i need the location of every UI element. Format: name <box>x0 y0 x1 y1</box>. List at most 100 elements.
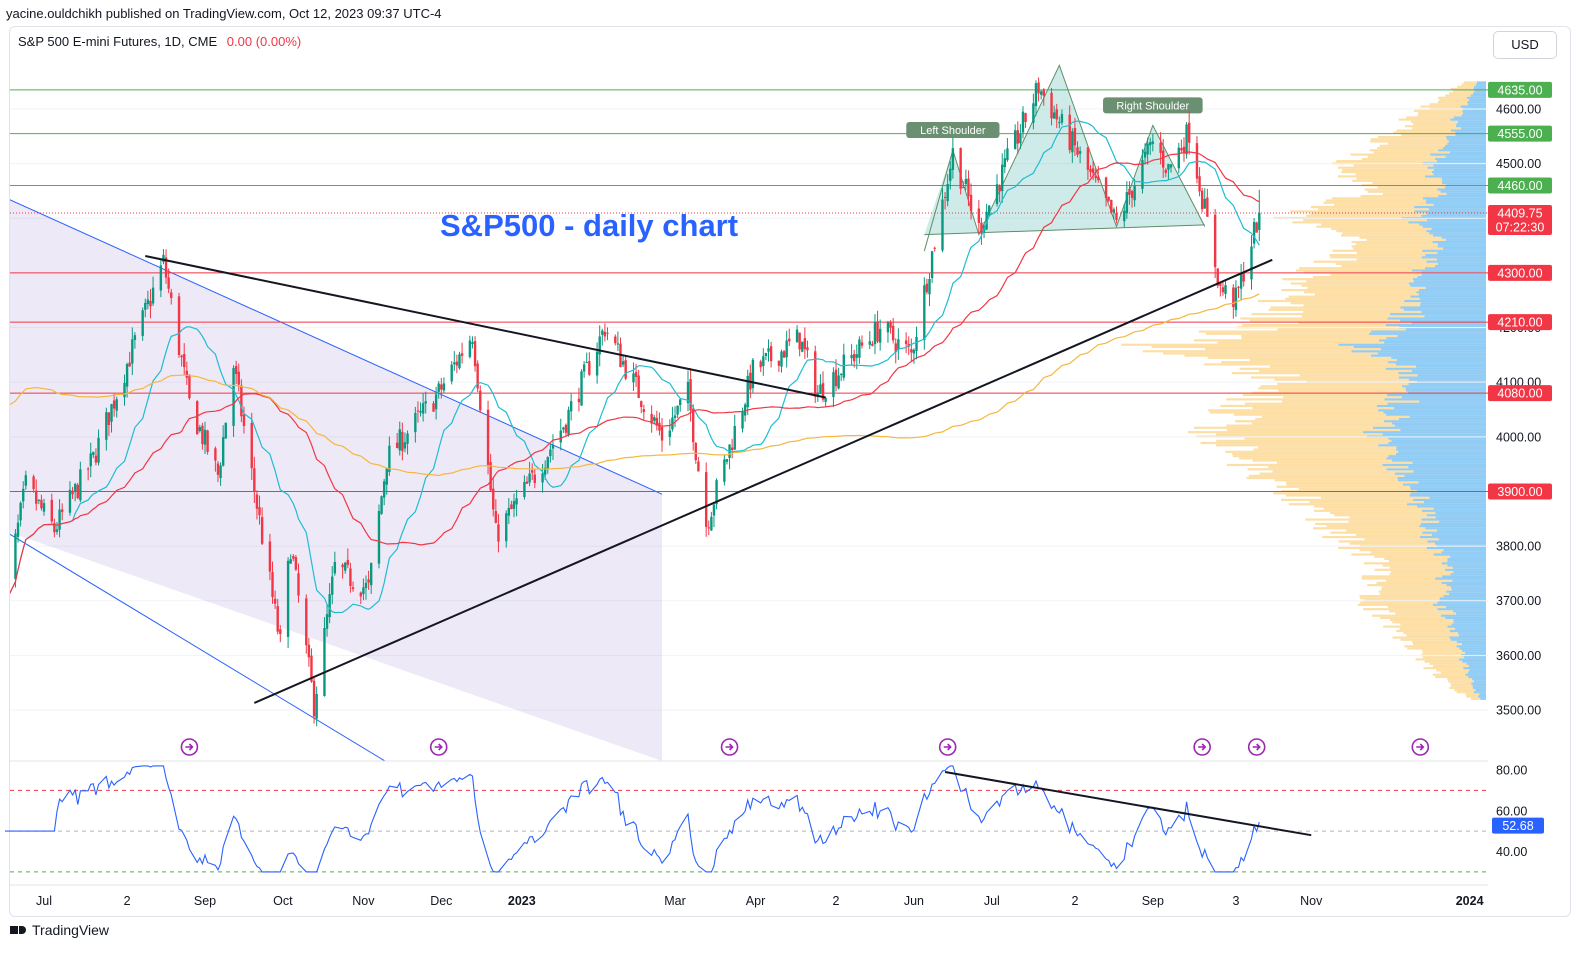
candle-body <box>962 187 965 189</box>
volume-profile-down-bar <box>1456 691 1474 694</box>
volume-profile-down-bar <box>1429 103 1468 106</box>
candle-body <box>803 338 807 350</box>
candle-body <box>1123 210 1126 222</box>
volume-profile-up-bar <box>1429 232 1486 235</box>
volume-profile-up-bar <box>1442 179 1486 182</box>
volume-profile-down-bar <box>1341 170 1432 174</box>
volume-profile-down-bar <box>1303 310 1422 314</box>
volume-profile-down-bar <box>1323 507 1434 510</box>
candle-body <box>668 430 672 438</box>
volume-profile-down-bar <box>1450 87 1474 91</box>
volume-profile-up-bar <box>1422 225 1486 228</box>
volume-profile-down-bar <box>1451 684 1473 687</box>
candle-body <box>741 411 744 429</box>
volume-profile-up-bar <box>1398 479 1486 482</box>
volume-profile-down-bar <box>1367 155 1446 158</box>
volume-profile-down-bar <box>1363 608 1438 611</box>
volume-profile-up-bar <box>1377 352 1486 355</box>
time-axis-tick: Jul <box>984 894 1000 908</box>
volume-profile-down-bar <box>1299 374 1418 377</box>
volume-profile-up-bar <box>1394 407 1486 410</box>
candle-body <box>523 482 526 497</box>
candle-body <box>489 462 492 491</box>
neckline <box>924 224 1205 236</box>
candle-body <box>689 379 692 411</box>
volume-profile-down-bar <box>1433 664 1469 668</box>
economic-event-icon[interactable] <box>1411 738 1430 756</box>
economic-event-icon[interactable] <box>720 738 739 756</box>
volume-profile-down-bar <box>1424 660 1463 663</box>
candle-body <box>925 283 929 293</box>
volume-profile-down-bar <box>1381 586 1451 589</box>
economic-event-icon[interactable] <box>938 738 957 756</box>
candle-body <box>915 337 918 351</box>
volume-profile-up-bar <box>1417 374 1486 377</box>
pattern-label-right-shoulder[interactable]: Right Shoulder <box>1103 97 1203 114</box>
economic-event-icon[interactable] <box>180 738 199 756</box>
volume-profile-down-bar <box>1348 520 1440 523</box>
volume-profile-up-bar <box>1425 254 1486 257</box>
volume-profile-down-bar <box>1360 601 1438 604</box>
candle-body <box>855 354 858 358</box>
currency-button[interactable]: USD <box>1493 31 1557 59</box>
volume-profile-up-bar <box>1445 144 1486 147</box>
candle-body <box>159 265 163 291</box>
candle-body <box>237 371 240 385</box>
volume-profile-up-bar <box>1410 492 1486 495</box>
candle-body <box>1203 198 1206 209</box>
candle-body <box>162 254 165 263</box>
candle-body <box>35 490 38 504</box>
candle-body <box>112 400 116 409</box>
pattern-label-left-shoulder[interactable]: Left Shoulder <box>906 121 1000 138</box>
candle-body <box>240 385 243 417</box>
candle-body <box>94 455 98 463</box>
candle-body <box>1076 147 1079 155</box>
candle-body <box>743 404 747 416</box>
volume-profile-down-bar <box>1382 192 1447 196</box>
volume-profile-down-bar <box>1251 313 1391 316</box>
candle-body <box>79 469 82 501</box>
volume-profile-up-bar <box>1431 170 1486 174</box>
candle-body <box>876 321 879 342</box>
publish-attribution: yacine.ouldchikh published on TradingVie… <box>6 6 442 21</box>
candle-body <box>1086 147 1090 170</box>
candle-body <box>276 606 279 632</box>
resistance-level-tag <box>1488 81 1552 98</box>
volume-profile-down-bar <box>1389 610 1453 613</box>
footer-brand[interactable]: TradingView <box>10 922 109 938</box>
volume-profile-up-bar <box>1426 229 1486 233</box>
symbol-legend[interactable]: S&P 500 E-mini Futures, 1D, CME 0.00 (0.… <box>18 34 301 49</box>
volume-profile-up-bar <box>1405 389 1486 392</box>
candle-body <box>471 342 474 344</box>
candle-body <box>133 335 137 340</box>
volume-profile-down-bar <box>1303 291 1417 294</box>
candle-body <box>333 561 337 574</box>
candle-body <box>1089 168 1092 173</box>
candle-body <box>694 442 697 461</box>
volume-profile-down-bar <box>1429 662 1467 665</box>
volume-profile-up-bar <box>1382 433 1486 436</box>
candle-body <box>1169 164 1173 168</box>
volume-profile-down-bar <box>1151 345 1354 349</box>
economic-event-icon[interactable] <box>1193 738 1211 756</box>
volume-profile-up-bar <box>1395 363 1486 366</box>
candle-body <box>1143 151 1147 158</box>
candle-body <box>782 351 786 358</box>
descending-trendline <box>145 254 826 399</box>
volume-profile-up-bar <box>1437 188 1486 191</box>
volume-profile-up-bar <box>1436 529 1486 532</box>
economic-event-icon[interactable] <box>429 738 448 756</box>
candle-body <box>559 430 562 443</box>
volume-profile-up-bar <box>1382 463 1486 467</box>
volume-profile-up-bar <box>1473 85 1486 88</box>
candle-body <box>131 339 134 364</box>
candle-body <box>476 363 479 389</box>
pattern-label-head[interactable]: Head <box>1042 37 1078 53</box>
volume-profile-down-bar <box>1367 190 1441 193</box>
candle-body <box>325 614 329 629</box>
candle-body <box>323 628 326 696</box>
candle-body <box>268 541 272 572</box>
economic-event-icon[interactable] <box>1247 738 1266 756</box>
symbol-title[interactable]: S&P 500 E-mini Futures, 1D, CME <box>18 34 218 49</box>
